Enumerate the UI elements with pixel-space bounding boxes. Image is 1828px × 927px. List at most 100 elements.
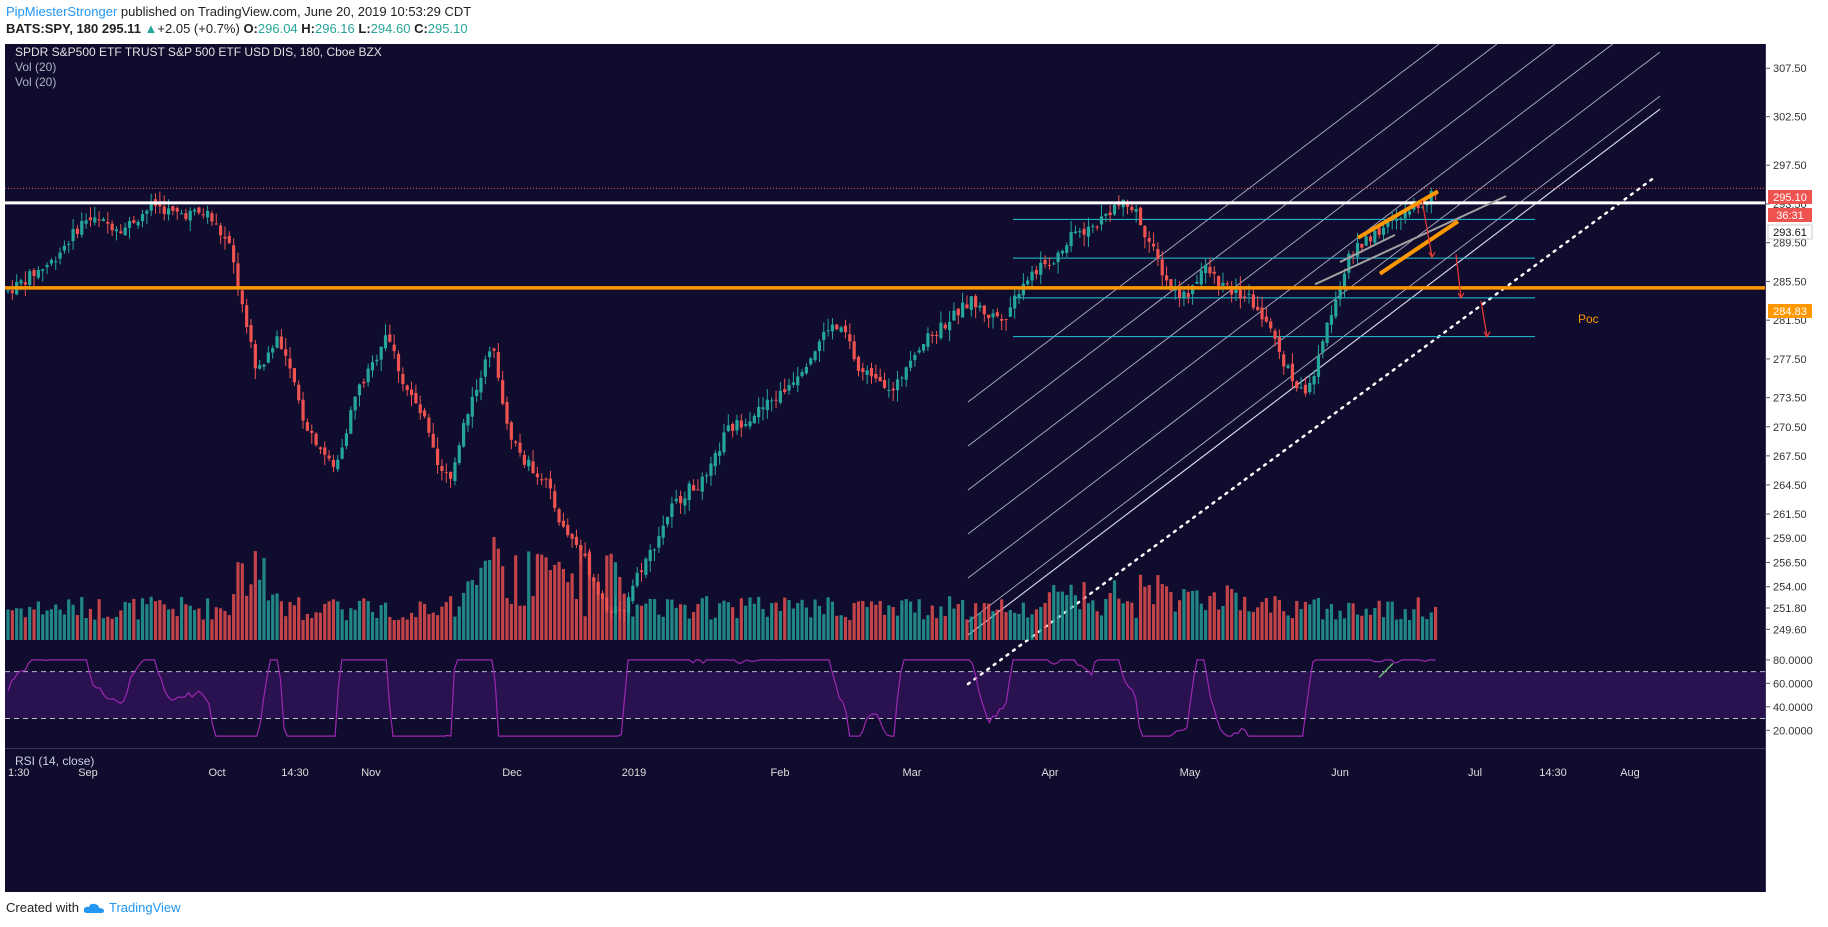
candle-body (28, 271, 32, 285)
author-link[interactable]: PipMiesterStronger (6, 4, 118, 19)
candle-body (310, 430, 314, 433)
volume-bar (683, 604, 687, 640)
candle-body (479, 377, 483, 393)
volume-bar (80, 597, 84, 640)
volume-bar (1351, 603, 1355, 640)
volume-bar (1056, 591, 1060, 640)
candle-body (470, 396, 474, 417)
volume-bar (227, 615, 231, 640)
volume-bar (201, 619, 205, 640)
volume-bar (1043, 602, 1047, 640)
candle-body (331, 459, 336, 467)
chart-canvas[interactable]: 307.50302.50297.50293.50289.50285.50281.… (0, 42, 1828, 894)
candle-body (188, 210, 192, 221)
candle-body (1208, 266, 1212, 274)
change-value: +2.05 (+0.7%) (157, 21, 240, 36)
candle-body (540, 479, 544, 481)
candle-body (1425, 203, 1429, 206)
candle-body (58, 252, 62, 259)
candle-body (1269, 321, 1273, 329)
volume-bar (10, 610, 14, 640)
volume-bar (405, 619, 409, 640)
candle-body (197, 207, 201, 213)
volume-bar (518, 605, 522, 640)
volume-bar (219, 608, 223, 640)
volume-bar (878, 600, 882, 640)
volume-bar (288, 602, 292, 640)
candle-body (110, 223, 114, 231)
candle-body (136, 221, 140, 226)
orange-channel-bottom (1378, 219, 1460, 276)
volume-bar (127, 602, 132, 640)
volume-bar (570, 573, 574, 640)
candle-body (288, 358, 292, 369)
volume-bar (1204, 610, 1208, 640)
candle-body (1160, 259, 1164, 276)
volume-bar (1151, 604, 1156, 640)
candle-body (995, 312, 999, 317)
trend-drawings (1314, 189, 1507, 678)
volume-bar (939, 606, 943, 640)
footer-brand[interactable]: TradingView (108, 900, 181, 915)
price-badge-white-text: 293.61 (1773, 227, 1807, 239)
price-tick-label: 273.50 (1773, 393, 1807, 405)
candle-body (978, 305, 982, 308)
volume-bar (414, 617, 418, 640)
grey-wedge-line (1339, 234, 1396, 263)
candle-body (1052, 263, 1056, 265)
candle-body (1182, 291, 1186, 299)
volume-bar (206, 598, 210, 640)
projection-arrow (1421, 199, 1433, 258)
volume-bar (882, 614, 887, 640)
volume-bar (475, 584, 479, 640)
volume-bar (331, 599, 336, 640)
candle-body (822, 331, 826, 341)
candle-body (744, 424, 748, 426)
candle-body (1325, 322, 1329, 344)
volume-bar (483, 560, 487, 640)
volume-bar (678, 604, 683, 640)
volume-bar (1099, 615, 1104, 640)
candle-body (639, 570, 644, 573)
volume-bar (262, 558, 266, 640)
candle-body (965, 304, 969, 309)
time-tick-label: Apr (1041, 767, 1058, 779)
candle-body (232, 245, 236, 263)
volume-bar (1160, 584, 1164, 640)
time-tick-label: Oct (208, 767, 225, 779)
volume-bar (501, 566, 505, 640)
time-axis-ticks: 1:30 Sep Oct 14:30 Nov Dec 2019 Feb Mar Apr May Jun… (8, 767, 1640, 779)
footer-created: Created with (6, 900, 79, 915)
volume-bar (921, 619, 926, 640)
candle-body (462, 422, 466, 447)
volume-bar (609, 553, 613, 640)
volume-bar (88, 608, 93, 640)
candle-body (353, 396, 357, 411)
candle-body (1264, 316, 1268, 322)
price-tick-label: 281.50 (1773, 315, 1807, 327)
candle-body (583, 553, 587, 556)
candle-body (1247, 293, 1251, 295)
candle-body (1416, 204, 1420, 208)
projection-arrow (1480, 300, 1488, 337)
volume-bar (574, 599, 579, 640)
candle-body (548, 478, 553, 489)
price-tick-label: 254.00 (1773, 582, 1807, 594)
candle-body (327, 455, 331, 459)
volume-bar (535, 554, 539, 640)
candle-body (1108, 212, 1112, 216)
candle-body (939, 322, 943, 339)
rsi-line (7, 659, 1436, 737)
volume-bar (791, 608, 795, 640)
volume-bar (1130, 602, 1134, 640)
volume-bar (1091, 600, 1095, 640)
candle-body (757, 406, 761, 418)
price-tick-label: 256.50 (1773, 557, 1807, 569)
volume-bar (1017, 613, 1021, 640)
volume-bar (961, 600, 965, 640)
volume-bar (509, 603, 513, 640)
volume-bar (370, 611, 375, 640)
horizontal-levels (5, 187, 1765, 290)
volume-bar (765, 616, 769, 640)
volume-bar (496, 548, 500, 640)
